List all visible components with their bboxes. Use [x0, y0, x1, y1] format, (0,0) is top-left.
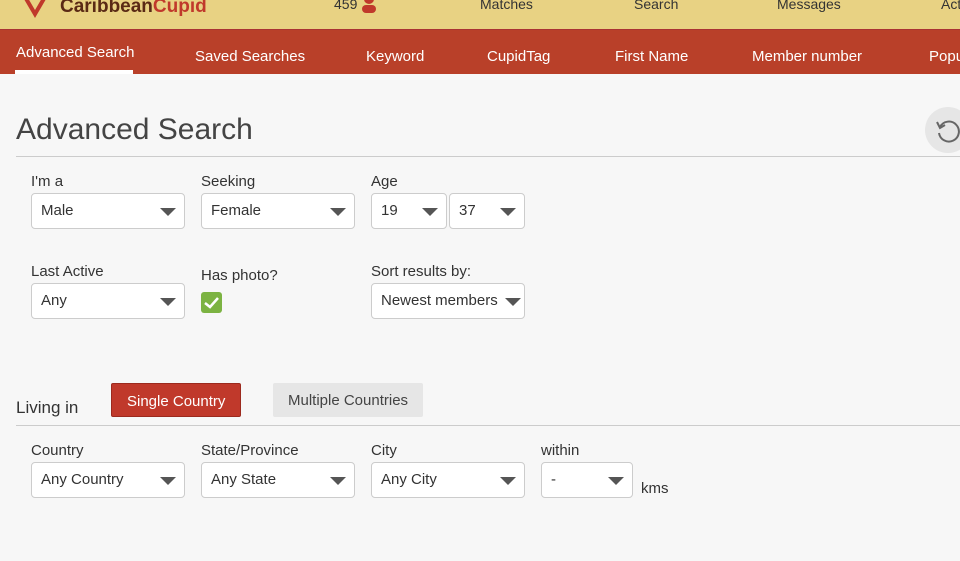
divider: [16, 425, 960, 426]
person-icon[interactable]: [360, 0, 380, 14]
sort-select[interactable]: Newest members: [371, 283, 525, 319]
top-bar: CaribbeanCupid 459 Matches Search Messag…: [0, 0, 960, 29]
tab-cupidtag[interactable]: CupidTag: [487, 48, 551, 65]
reset-icon: [936, 120, 960, 143]
chevron-down-icon: [500, 208, 516, 216]
tab-member-number[interactable]: Member number: [752, 48, 863, 65]
tab-keyword[interactable]: Keyword: [366, 48, 425, 65]
within-select[interactable]: -: [541, 462, 633, 498]
tab-advanced-search[interactable]: Advanced Search: [16, 44, 135, 61]
city-label: City: [371, 442, 397, 459]
chevron-down-icon: [422, 208, 438, 216]
has-photo-checkbox[interactable]: [201, 292, 222, 313]
last-active-label: Last Active: [31, 263, 104, 280]
heart-logo-icon: [24, 0, 46, 18]
page-title: Advanced Search: [16, 113, 253, 146]
country-select[interactable]: Any Country: [31, 462, 185, 498]
chevron-down-icon: [330, 477, 346, 485]
tab-first-name[interactable]: First Name: [615, 48, 689, 65]
age-min-select[interactable]: 19: [371, 193, 447, 229]
chevron-down-icon: [505, 298, 521, 306]
nav-activity[interactable]: Act: [941, 0, 960, 12]
tab-saved-searches[interactable]: Saved Searches: [195, 48, 306, 65]
active-tab-indicator: [15, 70, 133, 74]
living-in-label: Living in: [16, 398, 79, 417]
chevron-down-icon: [608, 477, 624, 485]
sort-label: Sort results by:: [371, 263, 472, 280]
im-a-label: I'm a: [31, 173, 64, 190]
state-select[interactable]: Any State: [201, 462, 355, 498]
last-active-select[interactable]: Any: [31, 283, 185, 319]
chevron-down-icon: [160, 208, 176, 216]
seeking-label: Seeking: [201, 173, 256, 190]
online-count: 459: [334, 0, 358, 12]
im-a-select[interactable]: Male: [31, 193, 185, 229]
seeking-select[interactable]: Female: [201, 193, 355, 229]
chevron-down-icon: [160, 298, 176, 306]
age-label: Age: [371, 173, 398, 190]
nav-search[interactable]: Search: [634, 0, 679, 12]
reset-button[interactable]: [925, 107, 960, 153]
state-label: State/Province: [201, 442, 299, 459]
multiple-countries-button[interactable]: Multiple Countries: [273, 383, 424, 417]
chevron-down-icon: [160, 477, 176, 485]
logo[interactable]: CaribbeanCupid: [18, 0, 207, 18]
chevron-down-icon: [500, 477, 516, 485]
search-tabs: Advanced Search Saved Searches Keyword C…: [0, 29, 960, 74]
has-photo-label: Has photo?: [201, 267, 278, 284]
chevron-down-icon: [330, 208, 346, 216]
single-country-button[interactable]: Single Country: [111, 383, 242, 417]
tab-popular[interactable]: Popu: [929, 48, 960, 65]
city-select[interactable]: Any City: [371, 462, 525, 498]
nav-messages[interactable]: Messages: [777, 0, 841, 12]
brand-name: CaribbeanCupid: [60, 0, 207, 17]
divider: [16, 156, 960, 157]
checkmark-icon: [204, 297, 219, 309]
kms-unit: kms: [641, 480, 669, 497]
age-max-select[interactable]: 37: [449, 193, 525, 229]
nav-matches[interactable]: Matches: [480, 0, 533, 12]
within-label: within: [541, 442, 580, 459]
country-label: Country: [31, 442, 84, 459]
